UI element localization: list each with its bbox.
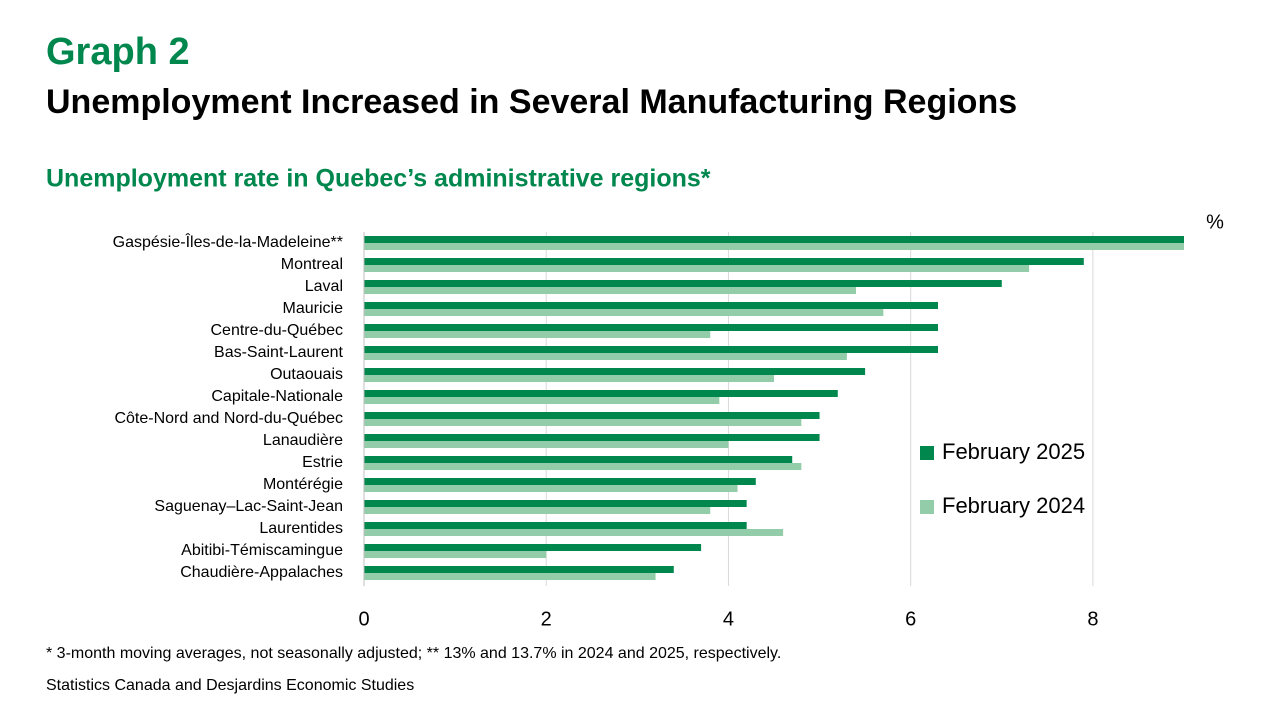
bar (364, 544, 702, 551)
bar (364, 280, 1002, 287)
x-tick-label: 4 (723, 608, 734, 630)
bar (364, 390, 838, 397)
bar (364, 485, 738, 492)
footnote: * 3-month moving averages, not seasonall… (46, 645, 781, 662)
bar (364, 324, 938, 331)
bar (364, 265, 1030, 272)
bar (364, 353, 847, 360)
bar (364, 258, 1084, 265)
source: Statistics Canada and Desjardins Economi… (46, 677, 414, 694)
bar (364, 434, 820, 441)
y-tick-label: Gaspésie-Îles-de-la-Madeleine** (113, 232, 343, 251)
y-tick-label: Outaouais (270, 366, 343, 383)
bar (364, 500, 747, 507)
legend-swatch (920, 446, 934, 460)
bar (364, 375, 774, 382)
y-tick-label: Capitale-Nationale (211, 388, 343, 405)
y-tick-label: Saguenay–Lac-Saint-Jean (154, 498, 343, 515)
bar (364, 573, 656, 580)
bar (364, 463, 802, 470)
bar (364, 456, 793, 463)
legend-swatch (920, 500, 934, 514)
bar (364, 331, 711, 338)
x-tick-label: 0 (358, 608, 369, 630)
axis-unit: % (1206, 211, 1224, 233)
bar (364, 551, 547, 558)
bar (364, 243, 1184, 250)
bar (364, 236, 1184, 243)
chart-title: Unemployment Increased in Several Manufa… (46, 83, 1017, 121)
bar (364, 419, 802, 426)
bar (364, 302, 938, 309)
bar (364, 478, 756, 485)
y-tick-label: Estrie (302, 454, 343, 471)
y-tick-label: Lanaudière (263, 432, 343, 449)
bar (364, 287, 856, 294)
y-tick-label: Bas-Saint-Laurent (214, 344, 344, 361)
x-tick-label: 2 (541, 608, 552, 630)
kicker: Graph 2 (46, 31, 190, 73)
y-tick-label: Montérégie (263, 476, 343, 493)
subtitle: Unemployment rate in Quebec’s administra… (46, 165, 711, 193)
bar (364, 441, 729, 448)
bar (364, 346, 938, 353)
y-tick-label: Centre-du-Québec (210, 322, 343, 339)
x-tick-label: 8 (1087, 608, 1098, 630)
x-tick-label: 6 (905, 608, 916, 630)
y-tick-label: Laurentides (259, 520, 343, 537)
y-tick-label: Abitibi-Témiscamingue (181, 542, 343, 559)
bar (364, 368, 866, 375)
bar (364, 529, 784, 536)
y-tick-label: Montreal (281, 256, 343, 273)
bar (364, 507, 711, 514)
bar (364, 309, 884, 316)
bar (364, 522, 747, 529)
legend-label: February 2024 (942, 493, 1085, 518)
legend-label: February 2025 (942, 439, 1085, 464)
bar (364, 566, 674, 573)
bar (364, 397, 720, 404)
y-tick-label: Mauricie (283, 300, 344, 317)
bar (364, 412, 820, 419)
bars (364, 236, 1184, 580)
y-tick-label: Côte-Nord and Nord-du-Québec (114, 410, 343, 427)
y-tick-label: Laval (305, 278, 343, 295)
y-tick-label: Chaudière-Appalaches (180, 564, 343, 581)
